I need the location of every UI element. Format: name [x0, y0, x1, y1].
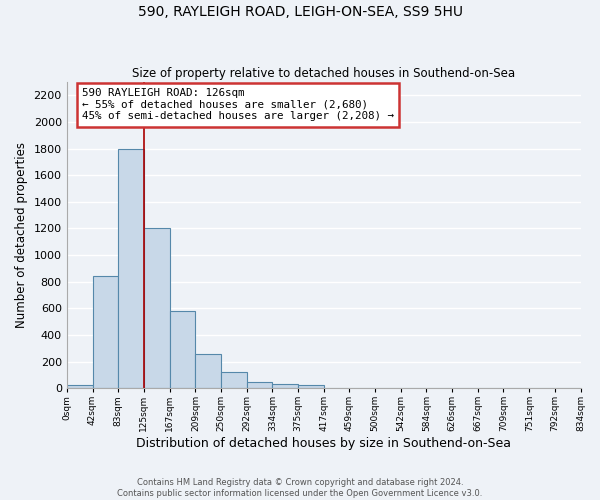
Bar	[67, 385, 92, 388]
Bar	[272, 384, 298, 388]
Bar	[221, 372, 247, 388]
Bar	[247, 382, 272, 388]
Y-axis label: Number of detached properties: Number of detached properties	[15, 142, 28, 328]
Bar	[170, 311, 196, 388]
Bar	[118, 148, 143, 388]
Text: 590 RAYLEIGH ROAD: 126sqm
← 55% of detached houses are smaller (2,680)
45% of se: 590 RAYLEIGH ROAD: 126sqm ← 55% of detac…	[82, 88, 394, 122]
X-axis label: Distribution of detached houses by size in Southend-on-Sea: Distribution of detached houses by size …	[136, 437, 511, 450]
Text: 590, RAYLEIGH ROAD, LEIGH-ON-SEA, SS9 5HU: 590, RAYLEIGH ROAD, LEIGH-ON-SEA, SS9 5H…	[137, 5, 463, 19]
Bar	[298, 386, 323, 388]
Bar	[143, 228, 170, 388]
Bar	[92, 276, 118, 388]
Text: Contains HM Land Registry data © Crown copyright and database right 2024.
Contai: Contains HM Land Registry data © Crown c…	[118, 478, 482, 498]
Title: Size of property relative to detached houses in Southend-on-Sea: Size of property relative to detached ho…	[132, 66, 515, 80]
Bar	[196, 354, 221, 388]
